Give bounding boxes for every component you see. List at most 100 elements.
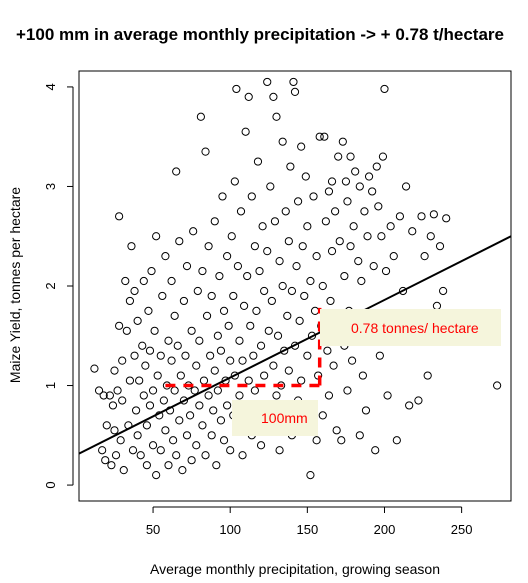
data-point	[179, 467, 186, 474]
data-point	[440, 287, 447, 294]
data-point	[131, 352, 138, 359]
data-point	[347, 153, 354, 160]
data-point	[393, 437, 400, 444]
data-point	[149, 442, 156, 449]
data-point	[257, 442, 264, 449]
data-point	[165, 462, 172, 469]
data-point	[291, 88, 298, 95]
data-point	[191, 387, 198, 394]
data-point	[114, 387, 121, 394]
data-point	[267, 183, 274, 190]
data-point	[139, 342, 146, 349]
data-point	[120, 467, 127, 474]
data-point	[338, 437, 345, 444]
data-point	[264, 78, 271, 85]
data-point	[208, 292, 215, 299]
data-point	[116, 213, 123, 220]
data-point	[288, 287, 295, 294]
data-point	[273, 392, 280, 399]
data-point	[186, 412, 193, 419]
data-point	[365, 173, 372, 180]
data-point	[99, 447, 106, 454]
data-point	[273, 113, 280, 120]
data-point	[284, 312, 291, 319]
data-point	[183, 432, 190, 439]
data-point	[205, 243, 212, 250]
data-point	[409, 228, 416, 235]
data-point	[111, 427, 118, 434]
data-point	[344, 387, 351, 394]
data-point	[109, 402, 116, 409]
x-tick-label: 250	[451, 522, 473, 537]
data-point	[91, 365, 98, 372]
data-point	[322, 218, 329, 225]
data-point	[355, 258, 362, 265]
data-point	[168, 357, 175, 364]
data-point	[307, 472, 314, 479]
data-point	[199, 422, 206, 429]
data-point	[137, 452, 144, 459]
data-point	[304, 223, 311, 230]
data-point	[119, 397, 126, 404]
data-point	[328, 248, 335, 255]
data-point	[347, 243, 354, 250]
data-point	[227, 447, 234, 454]
data-point	[102, 457, 109, 464]
data-point	[375, 203, 382, 210]
data-point	[143, 462, 150, 469]
data-point	[336, 238, 343, 245]
data-point	[325, 188, 332, 195]
data-point	[157, 447, 164, 454]
x-tick-label: 200	[374, 522, 396, 537]
data-point	[290, 78, 297, 85]
data-point	[220, 437, 227, 444]
data-point	[173, 452, 180, 459]
data-point	[174, 342, 181, 349]
data-point	[313, 437, 320, 444]
data-point	[304, 352, 311, 359]
data-point	[436, 243, 443, 250]
data-point	[217, 417, 224, 424]
data-point	[344, 198, 351, 205]
data-point	[421, 253, 428, 260]
data-point	[265, 327, 272, 334]
chart-title: +100 mm in average monthly precipitation…	[16, 25, 504, 44]
data-point	[307, 277, 314, 284]
data-point	[128, 243, 135, 250]
data-point	[264, 248, 271, 255]
y-axis-label: Maize Yield, tonnes per hectare	[7, 187, 23, 383]
data-point	[149, 387, 156, 394]
data-point	[227, 357, 234, 364]
data-point	[256, 267, 263, 274]
data-point	[348, 357, 355, 364]
data-point	[321, 133, 328, 140]
data-point	[352, 168, 359, 175]
data-point	[242, 128, 249, 135]
data-point	[247, 322, 254, 329]
data-point	[205, 392, 212, 399]
data-point	[261, 287, 268, 294]
data-point	[220, 307, 227, 314]
data-point	[153, 472, 160, 479]
data-point	[313, 253, 320, 260]
data-point	[239, 452, 246, 459]
data-point	[276, 258, 283, 265]
data-point	[233, 85, 240, 92]
data-point	[270, 362, 277, 369]
data-point	[274, 332, 281, 339]
data-point	[159, 292, 166, 299]
x-axis: 50 100 150 200 250	[146, 507, 473, 537]
data-point	[285, 367, 292, 374]
data-point	[310, 193, 317, 200]
data-point	[301, 292, 308, 299]
data-point	[268, 297, 275, 304]
data-point	[299, 243, 306, 250]
data-point	[250, 352, 257, 359]
data-point	[382, 267, 389, 274]
data-point	[335, 153, 342, 160]
data-point	[254, 158, 261, 165]
data-point	[126, 297, 133, 304]
data-point	[168, 277, 175, 284]
data-point	[154, 372, 161, 379]
